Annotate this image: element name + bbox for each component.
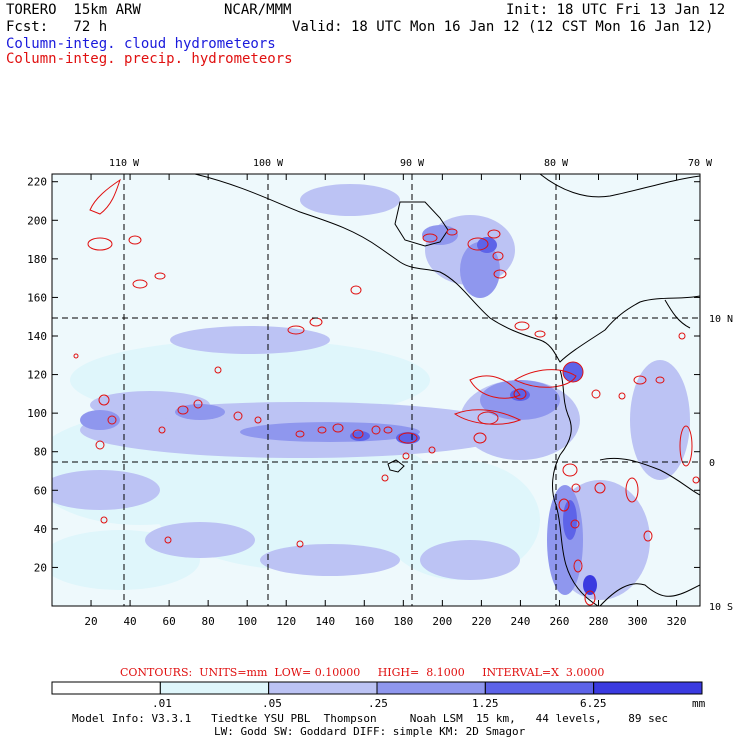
- colorbar-swatch: [376, 681, 486, 695]
- colorbar-label: 1.25: [472, 697, 499, 710]
- y-tick-label: 100: [27, 407, 47, 420]
- plot-frame: [51, 173, 701, 607]
- valid-time: Valid: 18 UTC Mon 16 Jan 12 (12 CST Mon …: [292, 19, 714, 35]
- colorbar-label: .25: [368, 697, 388, 710]
- precip-contours: [73, 178, 700, 606]
- x-tick-label: 260: [550, 615, 570, 628]
- x-tick-label: 160: [354, 615, 374, 628]
- y-tick-label: 20: [34, 561, 47, 574]
- latitude-labels: 10 N 0 10 S: [709, 314, 733, 613]
- colorbar-label: .05: [262, 697, 282, 710]
- colorbar-swatch: [593, 681, 703, 695]
- x-tick-label: 80: [202, 615, 215, 628]
- longitude-label: 70 W: [688, 158, 713, 169]
- contours-info: CONTOURS: UNITS=mm LOW= 0.10000 HIGH= 8.…: [120, 666, 605, 679]
- longitude-label: 100 W: [253, 158, 284, 169]
- longitude-labels: 110 W 100 W 90 W 80 W 70 W: [109, 158, 713, 169]
- y-tick-label: 40: [34, 523, 47, 536]
- forecast-hour: Fcst: 72 h: [6, 19, 108, 35]
- x-tick-label: 120: [276, 615, 296, 628]
- x-tick-label: 100: [237, 615, 257, 628]
- model-name: TORERO 15km ARW: [6, 2, 141, 18]
- y-tick-label: 180: [27, 253, 47, 266]
- colorbar-label: .01: [152, 697, 172, 710]
- longitude-label: 80 W: [544, 158, 569, 169]
- x-tick-label: 280: [589, 615, 609, 628]
- center-name: NCAR/MMM: [224, 2, 292, 18]
- x-tick-label: 240: [510, 615, 530, 628]
- colorbar-swatch: [484, 681, 595, 695]
- colorbar-unit: mm: [692, 697, 706, 710]
- hydrometeor-shading: [52, 174, 700, 606]
- colorbar: [51, 681, 703, 695]
- y-tick-label: 160: [27, 291, 47, 304]
- field-cloud-title: Column-integ. cloud hydrometeors: [6, 36, 276, 52]
- latitude-label: 0: [709, 458, 715, 469]
- colorbar-swatch: [268, 681, 378, 695]
- y-tick-label: 120: [27, 369, 47, 382]
- x-tick-label: 20: [84, 615, 97, 628]
- latitude-label: 10 S: [709, 602, 733, 613]
- latitude-label: 10 N: [709, 314, 733, 325]
- x-axis-ticks: 20 40 60 80 100 120 140 160 180 200 220 240 260 280 30…: [84, 174, 687, 628]
- latlon-grid: [52, 174, 700, 606]
- y-tick-label: 140: [27, 330, 47, 343]
- x-tick-label: 60: [162, 615, 175, 628]
- colorbar-swatch: [51, 681, 161, 695]
- init-time: Init: 18 UTC Fri 13 Jan 12: [506, 2, 726, 18]
- field-precip-title: Column-integ. precip. hydrometeors: [6, 51, 293, 67]
- x-tick-label: 320: [667, 615, 687, 628]
- y-tick-label: 220: [27, 176, 47, 189]
- x-tick-label: 220: [471, 615, 491, 628]
- x-tick-label: 40: [123, 615, 136, 628]
- x-tick-label: 180: [393, 615, 413, 628]
- y-axis-ticks: 20 40 60 80 100 120 140 160 180 200 220: [27, 176, 700, 574]
- y-tick-label: 200: [27, 214, 47, 227]
- y-tick-label: 60: [34, 484, 47, 497]
- coastlines: [194, 174, 700, 606]
- longitude-label: 90 W: [400, 158, 425, 169]
- footer-model-info: Model Info: V3.3.1 Tiedtke YSU PBL Thomp…: [72, 712, 669, 725]
- footer-physics-info: LW: Godd SW: Goddard DIFF: simple KM: 2D…: [214, 725, 526, 738]
- x-tick-label: 200: [432, 615, 452, 628]
- colorbar-swatch: [159, 681, 270, 695]
- x-tick-label: 140: [315, 615, 335, 628]
- longitude-label: 110 W: [109, 158, 140, 169]
- x-tick-label: 300: [628, 615, 648, 628]
- colorbar-label: 6.25: [580, 697, 607, 710]
- y-tick-label: 80: [34, 446, 47, 459]
